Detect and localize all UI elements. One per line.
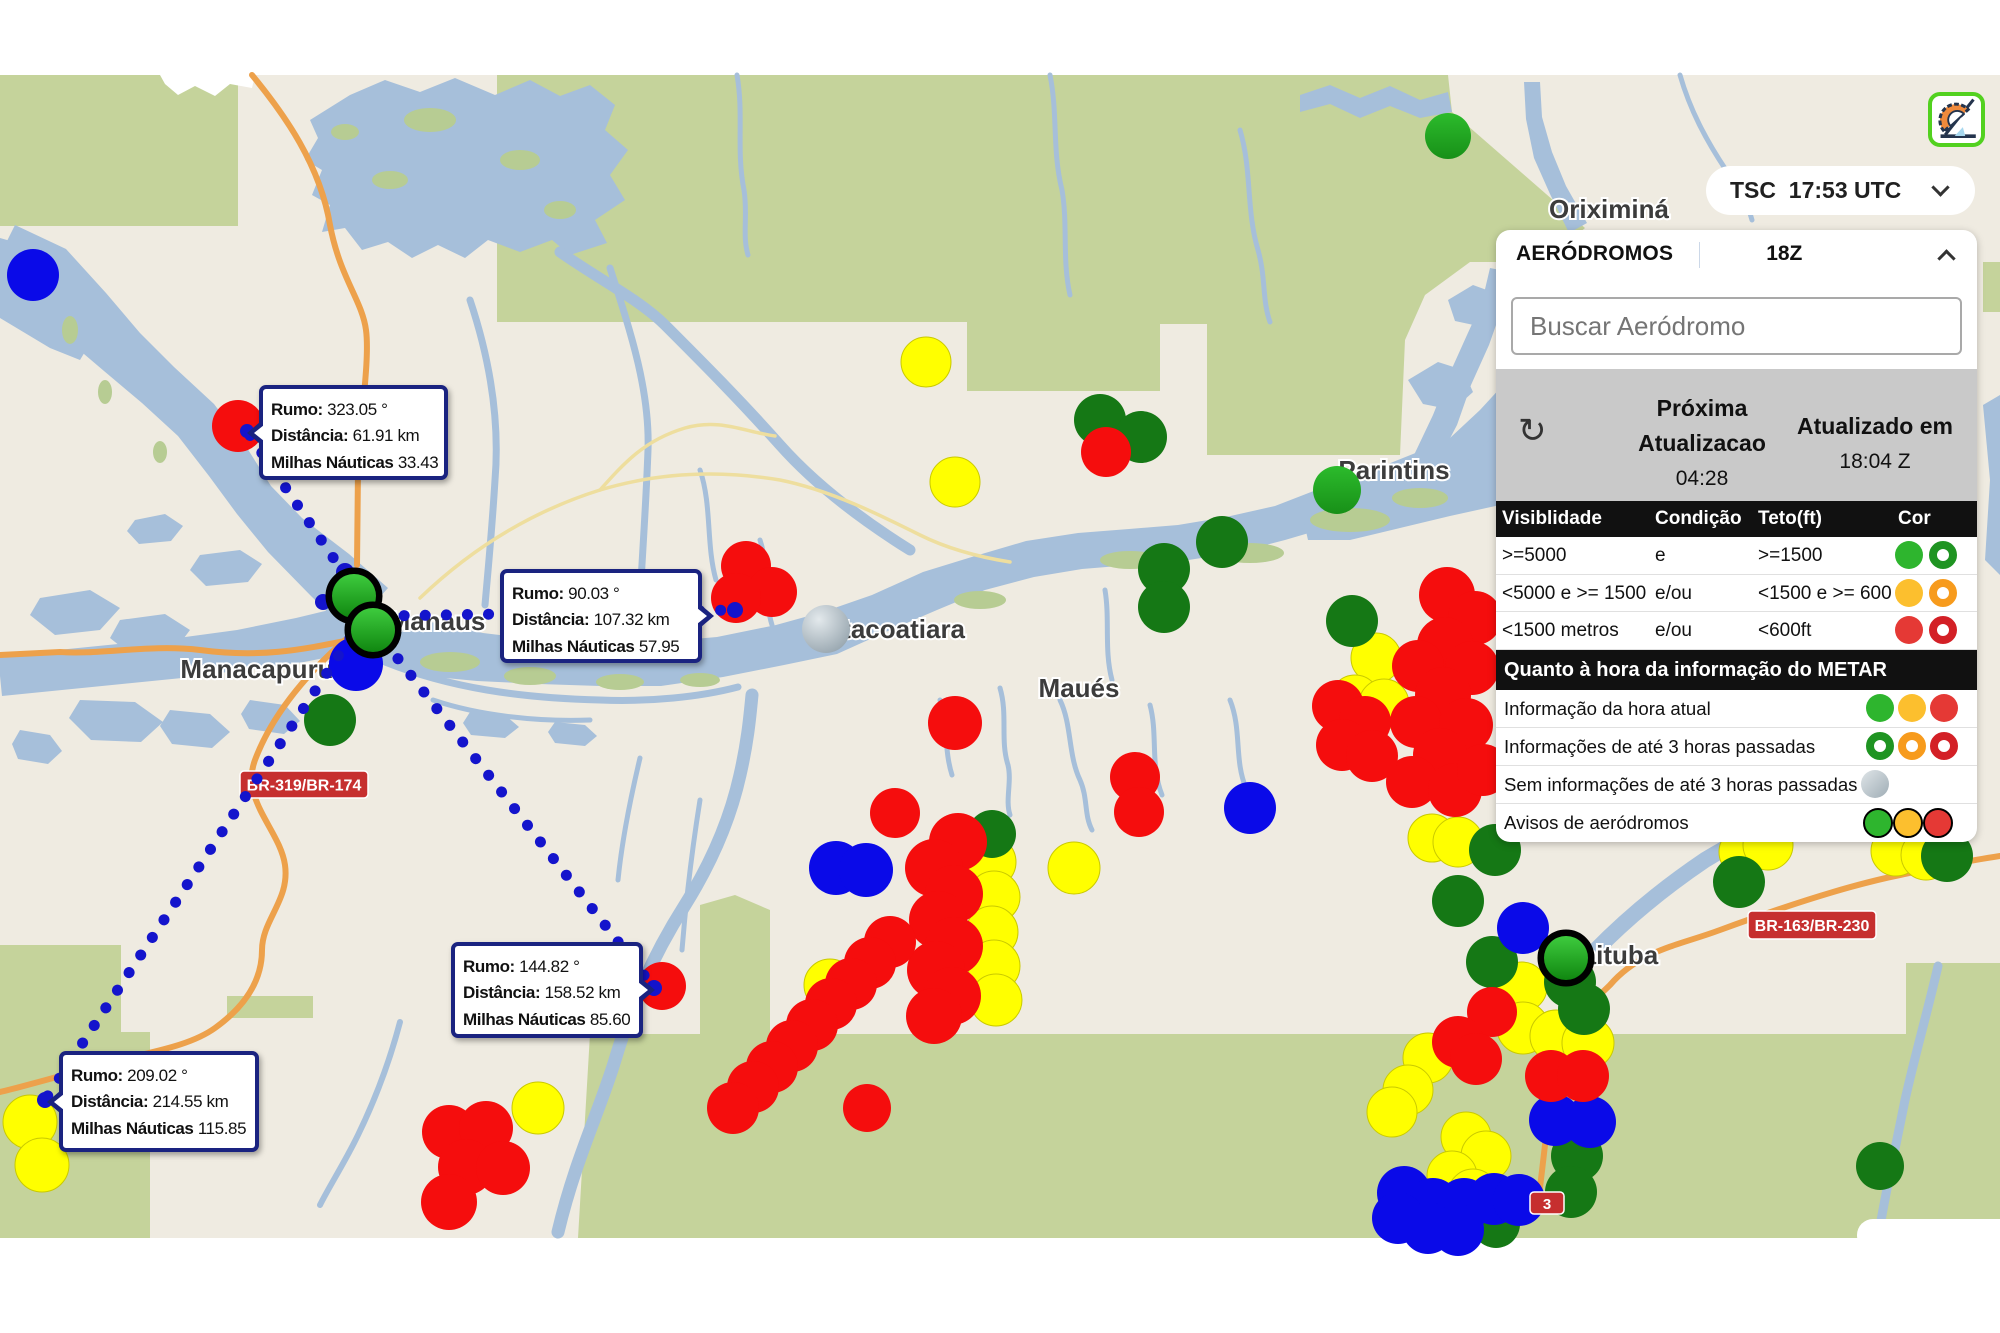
svg-text:BR-319/BR-174: BR-319/BR-174 bbox=[247, 778, 362, 795]
svg-text:Maués: Maués bbox=[1039, 673, 1120, 703]
svg-text:Itacoatiara: Itacoatiara bbox=[835, 614, 966, 644]
svg-text:BR-163/BR-230: BR-163/BR-230 bbox=[1755, 918, 1870, 935]
svg-text:Oriximiná: Oriximiná bbox=[1549, 194, 1669, 224]
svg-text:Parintins: Parintins bbox=[1338, 455, 1449, 485]
svg-text:Manacapuru: Manacapuru bbox=[180, 654, 333, 684]
svg-text:3: 3 bbox=[1543, 1196, 1551, 1213]
